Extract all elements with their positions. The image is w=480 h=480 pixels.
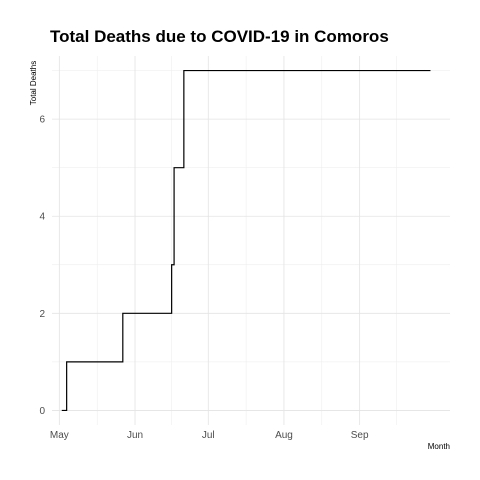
y-tick-label: 2 (39, 309, 45, 320)
x-tick-label: Aug (275, 430, 293, 441)
x-tick-label: Jun (127, 430, 143, 441)
x-tick-label: Jul (202, 430, 215, 441)
series-line (61, 69, 431, 412)
chart-title: Total Deaths due to COVID-19 in Comoros (50, 27, 389, 46)
x-axis-title: Month (428, 442, 450, 451)
y-tick-label: 4 (39, 212, 45, 223)
y-tick-label: 6 (39, 115, 45, 126)
y-tick-label: 0 (39, 406, 45, 417)
x-tick-label: May (50, 430, 69, 441)
y-axis-title: Total Deaths (29, 61, 38, 105)
x-tick-label: Sep (351, 430, 369, 441)
